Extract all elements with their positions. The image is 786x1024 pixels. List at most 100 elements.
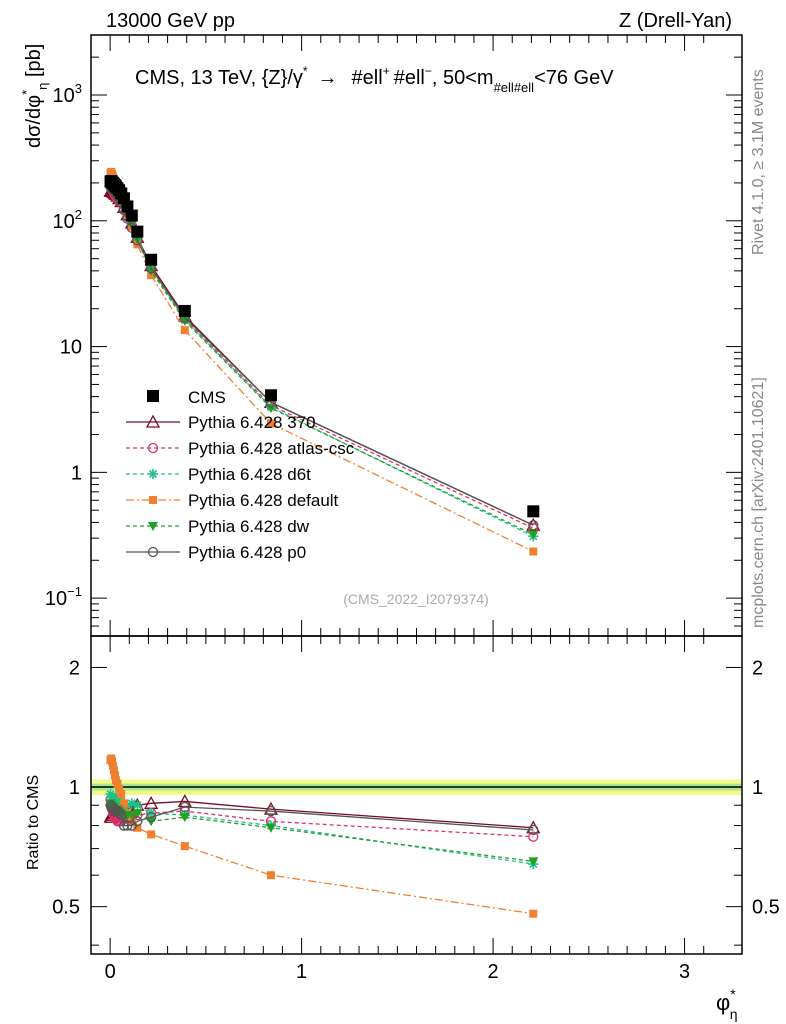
ratio-point xyxy=(528,857,539,867)
x-tick-label: 2 xyxy=(488,961,499,983)
ratio-point xyxy=(118,820,130,831)
series-pythia-6-428-p0 xyxy=(105,182,539,531)
ratio-y-tick-label-right: 2 xyxy=(752,657,763,679)
ratio-point xyxy=(116,809,127,821)
ratio-line xyxy=(109,793,534,865)
ratio-point xyxy=(108,757,117,766)
ratio-point xyxy=(115,784,124,793)
data-point xyxy=(264,389,277,402)
data-point xyxy=(125,209,138,222)
ratio-point xyxy=(266,871,275,880)
ratio-point xyxy=(528,831,539,842)
series-point xyxy=(529,547,538,556)
ratio-y-tick-label-right: 1 xyxy=(752,777,763,799)
legend-entry: Pythia 6.428 default xyxy=(126,491,339,510)
series-line xyxy=(110,189,534,526)
title-lepton-plus: #ell xyxy=(352,67,383,89)
legend-marker xyxy=(148,469,158,479)
data-point xyxy=(131,225,144,238)
legend-entry: Pythia 6.428 d6t xyxy=(126,465,311,484)
legend-entry-cms: CMS xyxy=(147,388,226,407)
ratio-point xyxy=(109,766,118,775)
ratio-panel-frame xyxy=(90,635,743,955)
legend-marker xyxy=(149,496,157,504)
ratio-point xyxy=(145,811,157,823)
plot-title: CMS, 13 TeV, {Z}/γ* → #ell+ #ell−, 50<m#ell… xyxy=(135,64,614,95)
main-series-layer xyxy=(103,167,541,556)
ratio-point xyxy=(132,800,143,811)
legend: CMS Pythia 6.428 370 Pythia 6.428 atlas-cs… xyxy=(126,388,355,562)
legend-entry: Pythia 6.428 atlas-csc xyxy=(126,439,355,458)
legend-marker xyxy=(147,390,159,402)
title-arrow: → xyxy=(318,67,338,89)
legend-marker xyxy=(145,414,161,428)
data-point xyxy=(121,200,134,213)
mcplots-label: mcplots.cern.ch [arXiv:2401.10621] xyxy=(750,377,767,628)
series-line xyxy=(110,183,534,537)
main-y-tick-label: 102 xyxy=(53,207,82,233)
series-pythia-6-428-d6t xyxy=(105,179,539,542)
ratio-point xyxy=(122,820,133,831)
legend-label: Pythia 6.428 default xyxy=(188,491,339,510)
header-right: Z (Drell-Yan) xyxy=(619,10,732,32)
legend-entry: Pythia 6.428 dw xyxy=(126,517,310,536)
ratio-line xyxy=(109,804,534,831)
ratio-pythia-6-428-d6t xyxy=(105,789,539,870)
ratio-pythia-6-428-370 xyxy=(103,794,541,834)
legend-label: Pythia 6.428 dw xyxy=(188,517,310,536)
legend-marker xyxy=(148,522,158,531)
legend-marker xyxy=(147,546,159,558)
ratio-point xyxy=(113,779,122,788)
ratio-y-tick-label: 1 xyxy=(69,777,80,799)
x-tick-label: 0 xyxy=(105,961,116,983)
series-point xyxy=(266,419,275,428)
main-y-tick-label: 103 xyxy=(53,81,82,107)
analysis-watermark: (CMS_2022_I2079374) xyxy=(343,591,489,607)
ratio-axis-ticks: 2 2 1 1 0.5 0.5 xyxy=(52,657,780,946)
ratio-point xyxy=(132,809,143,819)
ratio-pythia-6-428-p0 xyxy=(105,800,539,836)
ratio-y-tick-label: 0.5 xyxy=(52,897,80,919)
data-point xyxy=(178,304,191,317)
series-point xyxy=(146,266,157,276)
rivet-version-label: Rivet 4.1.0, ≥ 3.1M events xyxy=(750,69,767,255)
legend-label: Pythia 6.428 p0 xyxy=(188,543,306,562)
legend-label: CMS xyxy=(188,388,226,407)
series-point xyxy=(528,520,539,531)
ratio-line xyxy=(109,799,534,838)
ratio-point xyxy=(179,802,190,813)
ratio-point xyxy=(147,830,156,839)
x-tick-label: 3 xyxy=(679,961,690,983)
ratio-point xyxy=(179,813,190,823)
title-main: CMS, 13 TeV, {Z}/γ xyxy=(135,67,303,89)
series-pythia-6-428-370 xyxy=(103,183,541,531)
series-line xyxy=(109,185,534,529)
ratio-point xyxy=(132,816,143,827)
series-cms-data xyxy=(104,175,540,518)
legend-label: Pythia 6.428 370 xyxy=(188,413,316,432)
ratio-point xyxy=(529,909,538,918)
legend-label: Pythia 6.428 atlas-csc xyxy=(188,439,355,458)
series-pythia-6-428-dw xyxy=(105,182,539,540)
ratio-y-tick-label-right: 0.5 xyxy=(752,897,780,919)
series-point xyxy=(528,530,539,540)
title-range: 50<m xyxy=(443,67,494,89)
header-left: 13000 GeV pp xyxy=(106,10,235,32)
main-y-tick-label: 10 xyxy=(60,337,82,359)
ratio-point xyxy=(110,771,119,780)
ratio-ylabel: Ratio to CMS xyxy=(25,775,42,870)
ratio-point xyxy=(113,807,125,819)
title-unit: <76 GeV xyxy=(534,67,614,89)
title-lepton-minus: #ell xyxy=(394,67,425,89)
legend-entry: Pythia 6.428 370 xyxy=(126,413,316,432)
ratio-point xyxy=(180,842,189,851)
main-y-tick-label: 1 xyxy=(71,462,82,484)
legend-marker xyxy=(147,442,159,454)
series-point xyxy=(180,326,189,335)
legend-label: Pythia 6.428 d6t xyxy=(188,465,311,484)
ratio-point xyxy=(263,801,279,815)
title-sub: #ell#ell xyxy=(494,80,535,95)
ratio-point xyxy=(126,811,137,821)
